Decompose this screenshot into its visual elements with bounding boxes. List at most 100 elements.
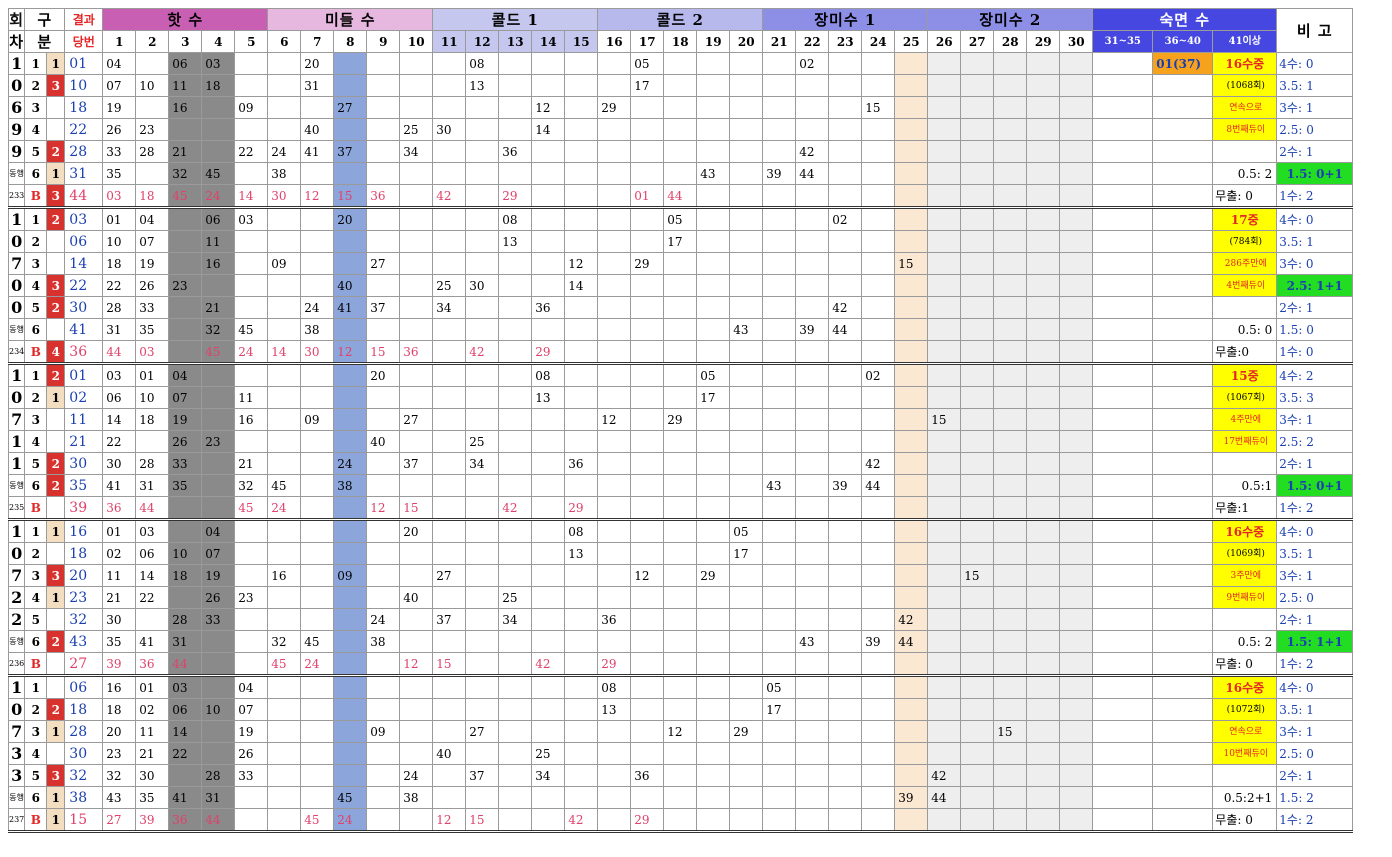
grid-cell [1026, 720, 1061, 743]
grid-cell [696, 52, 731, 75]
grid-cell: 21 [201, 296, 236, 319]
grid-cell [1026, 786, 1061, 809]
grid-cell [333, 496, 368, 520]
grid-cell [333, 519, 368, 543]
grid-cell [1026, 363, 1061, 387]
grid-cell [432, 52, 467, 75]
remark-cell: 1수: 2 [1276, 184, 1354, 208]
grid-cell [828, 608, 863, 631]
grid-cell [1059, 296, 1094, 319]
grid-cell [762, 140, 797, 163]
grid-cell [333, 230, 368, 253]
grid-cell [597, 296, 632, 319]
remark-cell: 1수: 2 [1276, 808, 1354, 832]
grid-cell: 30 [300, 340, 335, 364]
grid-cell [993, 207, 1028, 231]
header-num: 6 [267, 30, 302, 53]
grid-cell [597, 230, 632, 253]
grid-cell [663, 496, 698, 520]
grid-cell: 36 [630, 764, 665, 787]
grid-cell [696, 252, 731, 275]
grid-cell: 05 [663, 207, 698, 231]
grid-cell [663, 808, 698, 832]
grid-cell [597, 786, 632, 809]
grid-cell [597, 118, 632, 141]
grid-cell: 30 [102, 608, 137, 631]
grid-cell [597, 720, 632, 743]
grid-cell [234, 608, 269, 631]
grid-cell [498, 564, 533, 587]
grid-cell [1059, 586, 1094, 609]
grid-cell [1059, 542, 1094, 565]
grid-cell [894, 52, 929, 75]
grid-cell [762, 230, 797, 253]
grid-cell: 09 [333, 564, 368, 587]
draw-number: 15 [64, 808, 104, 832]
remark-cell: 3수: 1 [1276, 564, 1354, 587]
grid-cell [366, 698, 401, 721]
grid-cell [1059, 742, 1094, 765]
division-key: B [24, 184, 48, 208]
grid-cell [927, 386, 962, 409]
grid-cell [861, 74, 896, 97]
grid-cell: 16 [168, 96, 203, 119]
grid-cell [564, 118, 599, 141]
grid-cell [1026, 96, 1061, 119]
division-key: 5 [24, 140, 48, 163]
grid-cell [795, 786, 830, 809]
grid-cell [663, 564, 698, 587]
grid-cell [993, 274, 1028, 297]
division-key: 1 [24, 363, 48, 387]
grid-cell [366, 96, 401, 119]
grid-cell [135, 96, 170, 119]
grid-cell [234, 74, 269, 97]
grid-cell [993, 519, 1028, 543]
division-key: 1 [24, 52, 48, 75]
grid-cell: 45 [300, 808, 335, 832]
grid-cell: 39 [894, 786, 929, 809]
remark-cell: 2수: 1 [1276, 608, 1354, 631]
grid-cell [696, 274, 731, 297]
sleep-cell [1092, 118, 1154, 141]
grid-cell [465, 118, 500, 141]
sleep-cell [1092, 230, 1154, 253]
grid-cell [828, 720, 863, 743]
note-cell: 0.5: 2 [1212, 162, 1278, 185]
grid-cell: 38 [267, 162, 302, 185]
grid-cell [762, 630, 797, 653]
grid-cell [399, 274, 434, 297]
grid-cell: 06 [168, 52, 203, 75]
grid-cell [498, 118, 533, 141]
grid-cell [432, 207, 467, 231]
division-key: 6 [24, 318, 48, 341]
grid-cell [993, 96, 1028, 119]
grid-cell: 07 [234, 698, 269, 721]
grid-cell: 08 [597, 675, 632, 699]
grid-cell: 24 [300, 296, 335, 319]
grid-cell [531, 474, 566, 497]
grid-cell [927, 542, 962, 565]
grid-cell [1026, 564, 1061, 587]
grid-cell: 14 [102, 408, 137, 431]
grid-cell [366, 52, 401, 75]
grid-cell [1059, 675, 1094, 699]
header-group-6: 숙면 수 [1092, 8, 1278, 31]
grid-cell [465, 386, 500, 409]
grid-cell [828, 764, 863, 787]
grid-cell [630, 630, 665, 653]
sleep-cell [1092, 652, 1154, 676]
grid-cell [663, 118, 698, 141]
sleep-cell [1092, 542, 1154, 565]
remark-cell: 2.5: 0 [1276, 586, 1354, 609]
grid-cell [927, 808, 962, 832]
grid-cell [861, 675, 896, 699]
grid-cell: 42 [861, 452, 896, 475]
sleep-cell [1152, 430, 1214, 453]
sleep-cell [1152, 564, 1214, 587]
grid-cell [894, 274, 929, 297]
grid-cell [465, 742, 500, 765]
grid-cell [861, 542, 896, 565]
grid-cell [267, 230, 302, 253]
grid-cell [1026, 608, 1061, 631]
grid-cell [498, 542, 533, 565]
